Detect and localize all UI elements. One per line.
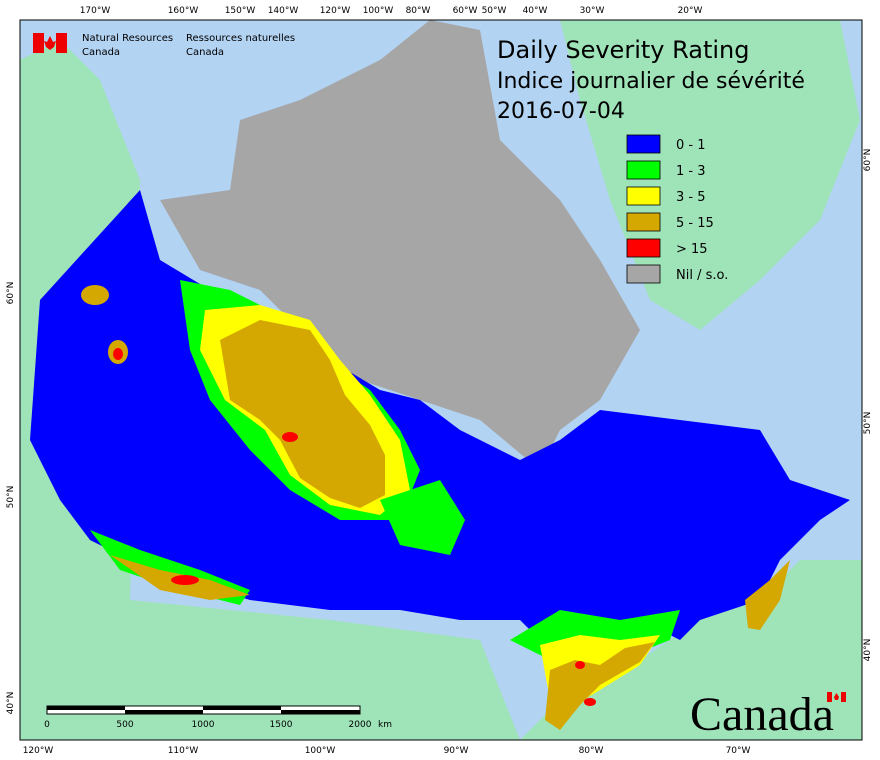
legend-swatch xyxy=(626,186,661,206)
scale-labels: 0 500 1000 1500 2000 xyxy=(44,720,372,730)
zone-green-east xyxy=(380,480,465,555)
agency-fr: Ressources naturelles xyxy=(186,33,295,44)
legend-label: Nil / s.o. xyxy=(676,268,728,283)
scale-bar-segment xyxy=(47,706,125,710)
graticule-label-bottom: 100°W xyxy=(305,746,336,756)
title-date: 2016-07-04 xyxy=(497,99,625,124)
legend-swatch xyxy=(626,264,661,284)
flag-leaf xyxy=(44,36,56,50)
graticule-label-top: 120°W xyxy=(320,6,351,16)
zone-red-spot xyxy=(575,661,585,669)
graticule-label-bottom: 80°W xyxy=(579,746,604,756)
zone-orange xyxy=(220,320,385,508)
flag-band xyxy=(56,33,67,53)
legend-swatch xyxy=(626,160,661,180)
scale-label: 1500 xyxy=(270,720,293,730)
scale-bar-segment xyxy=(203,706,281,710)
zone-orange-east xyxy=(745,560,790,630)
graticule-label-top: 150°W xyxy=(225,6,256,16)
land xyxy=(20,20,862,740)
graticule-label-right: 40°N xyxy=(863,639,873,662)
zone-red-spot xyxy=(584,698,596,706)
title: Indice journalier de sévérité xyxy=(497,69,805,94)
legend-swatch xyxy=(626,212,661,232)
graticule-label-right: 50°N xyxy=(863,412,873,435)
graticule-label-bottom: 70°W xyxy=(726,746,751,756)
graticule-label-top: 160°W xyxy=(168,6,199,16)
flag-band xyxy=(33,33,44,53)
wordmark: Canada xyxy=(690,688,834,741)
scale-bar: 0 500 1000 1500 2000 km xyxy=(44,705,392,730)
scale-label: 1000 xyxy=(192,720,215,730)
legend-swatch xyxy=(626,134,661,154)
scale-label: 0 xyxy=(44,720,50,730)
graticule-label-top: 30°W xyxy=(580,6,605,16)
graticule-labels: 170°W 160°W 150°W 140°W 120°W 100°W 80°W 60°W 50… xyxy=(6,6,873,756)
graticule-label-bottom: 120°W xyxy=(23,746,54,756)
graticule-label-top: 60°W xyxy=(453,6,478,16)
graticule-label-bottom: 110°W xyxy=(168,746,199,756)
graticule-label-top: 40°W xyxy=(523,6,548,16)
graticule-label-left: 60°N xyxy=(6,282,16,305)
zone-red-spot xyxy=(171,575,199,585)
legend-label: 3 - 5 xyxy=(676,190,706,205)
graticule-label-right: 60°N xyxy=(863,149,873,172)
agency-en: Canada xyxy=(82,47,120,58)
wordmark-flag-leaf xyxy=(834,693,839,700)
map-frame xyxy=(19,19,863,741)
agency-fr: Canada xyxy=(186,47,224,58)
zone-orange-south xyxy=(545,642,655,730)
arctic-nil xyxy=(160,20,640,470)
legend-label: 1 - 3 xyxy=(676,164,706,179)
scale-label: 2000 xyxy=(349,720,372,730)
graticule-label-left: 50°N xyxy=(6,486,16,509)
graticule-label-left: 40°N xyxy=(6,692,16,715)
wordmark-flag-band xyxy=(841,692,846,702)
title: Daily Severity Rating xyxy=(497,36,749,64)
scale-label: 500 xyxy=(116,720,133,730)
graticule-label-top: 20°W xyxy=(678,6,703,16)
canada-wordmark: Canada xyxy=(690,688,846,741)
scale-bar-segment xyxy=(125,710,203,714)
nrcan-signature: Natural Resources Canada Ressources natu… xyxy=(33,33,295,58)
scale-unit: km xyxy=(378,720,392,730)
wordmark-flag-band xyxy=(827,692,832,702)
legend-label: 0 - 1 xyxy=(676,138,706,153)
legend-label: > 15 xyxy=(676,242,708,257)
legend-label: 5 - 15 xyxy=(676,216,714,231)
graticule-label-top: 80°W xyxy=(406,6,431,16)
scale-bar-segment xyxy=(281,710,360,714)
zone-orange-spot xyxy=(81,285,109,305)
graticule-label-top: 170°W xyxy=(80,6,111,16)
graticule-label-top: 100°W xyxy=(363,6,394,16)
graticule-label-bottom: 90°W xyxy=(444,746,469,756)
legend: 0 - 1 1 - 3 3 - 5 5 - 15 > 15 Nil / s.o. xyxy=(626,134,728,284)
agency-en: Natural Resources xyxy=(82,33,173,44)
graticule-label-top: 50°W xyxy=(482,6,507,16)
zone-red-spot xyxy=(282,432,298,442)
legend-swatch xyxy=(626,238,661,258)
graticule-label-top: 140°W xyxy=(268,6,299,16)
zone-red-spot xyxy=(113,348,123,360)
